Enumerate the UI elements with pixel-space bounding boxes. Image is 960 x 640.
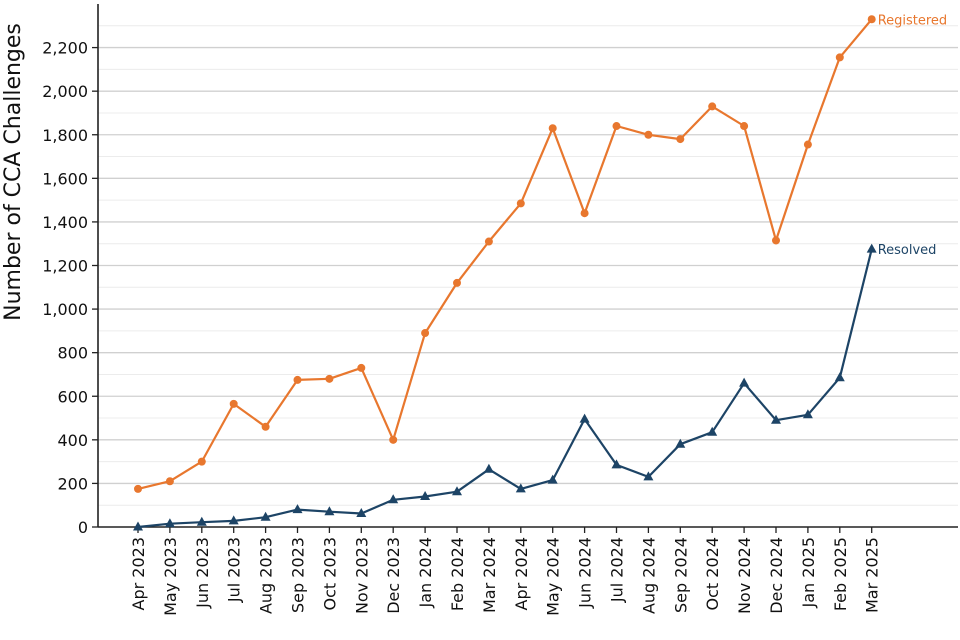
registered-point: [803, 140, 812, 149]
resolved-point: [228, 515, 239, 525]
resolved-point: [834, 372, 845, 382]
y-tick-label: 1,400: [42, 213, 88, 232]
resolved-point: [579, 413, 590, 423]
registered-point: [261, 422, 270, 431]
resolved-point: [866, 243, 877, 253]
y-tick-label: 800: [57, 344, 88, 363]
resolved-point: [452, 486, 462, 496]
x-tick-label: Sep 2023: [289, 537, 308, 613]
resolved-point: [292, 504, 303, 514]
series-registered: Registered: [134, 13, 947, 493]
registered-point: [612, 122, 621, 131]
y-tick-label: 0: [78, 518, 88, 537]
resolved-point: [547, 474, 558, 484]
registered-point: [165, 477, 174, 486]
x-tick-label: Jan 2024: [416, 537, 435, 608]
x-tick-label: Dec 2024: [767, 537, 786, 614]
x-tick-label: Oct 2023: [320, 537, 339, 610]
y-tick-label: 200: [57, 474, 88, 493]
x-tick-label: Apr 2023: [129, 537, 148, 610]
y-tick-label: 1,600: [42, 169, 88, 188]
resolved-point: [675, 438, 686, 448]
registered-point: [740, 122, 749, 131]
y-tick-label: 600: [57, 387, 88, 406]
registered-point: [453, 278, 461, 287]
resolved-point: [196, 516, 207, 526]
y-tick-label: 2,200: [42, 39, 88, 58]
x-tick-label: Mar 2025: [863, 537, 882, 613]
x-tick-label: Jan 2025: [799, 537, 818, 608]
resolved-point: [324, 506, 335, 516]
series: Registered Resolved: [133, 13, 947, 531]
resolved-point: [611, 459, 622, 469]
resolved-point: [802, 409, 813, 419]
x-tick-label: Jul 2023: [225, 537, 244, 603]
registered-point: [421, 329, 430, 338]
x-axis-ticks: Apr 2023 May 2023 Jun 2023 Jul 2023 Aug 2023…: [129, 527, 882, 616]
x-tick-label: Aug 2024: [639, 537, 658, 614]
x-tick-label: Jun 2024: [576, 537, 595, 609]
registered-point: [580, 209, 589, 218]
x-tick-label: Apr 2024: [512, 537, 531, 610]
x-tick-label: May 2023: [161, 537, 180, 616]
registered-line: [137, 18, 873, 490]
registered-point: [293, 375, 302, 384]
x-tick-label: Jun 2023: [193, 537, 212, 609]
resolved-point: [707, 426, 718, 436]
resolved-point: [771, 414, 781, 424]
registered-point: [229, 399, 238, 408]
x-tick-label: Feb 2025: [831, 537, 850, 611]
x-tick-label: Feb 2024: [448, 537, 467, 611]
x-tick-label: Mar 2024: [480, 537, 499, 613]
y-tick-label: 1,800: [42, 126, 88, 145]
registered-point: [484, 237, 493, 246]
registered-point: [708, 102, 717, 111]
resolved-point: [515, 483, 526, 493]
resolved-point: [739, 377, 750, 387]
resolved-point: [260, 511, 271, 521]
x-tick-label: Sep 2024: [671, 537, 690, 613]
resolved-point: [164, 518, 175, 528]
resolved-line: [137, 248, 873, 529]
registered-point: [835, 53, 844, 62]
x-tick-label: Jul 2024: [608, 537, 627, 603]
registered-series-label: Registered: [878, 13, 948, 28]
registered-point: [357, 363, 366, 372]
x-tick-label: Oct 2024: [703, 537, 722, 610]
x-tick-label: Aug 2023: [257, 537, 276, 614]
registered-point: [389, 435, 398, 444]
x-tick-label: May 2024: [544, 537, 563, 616]
resolved-point: [388, 494, 399, 504]
resolved-point: [133, 521, 143, 531]
y-tick-label: 400: [57, 431, 88, 450]
resolved-point: [420, 490, 431, 500]
registered-point: [772, 236, 780, 245]
registered-point: [867, 15, 876, 24]
x-tick-label: Nov 2023: [352, 537, 371, 614]
y-tick-label: 1,200: [42, 257, 88, 276]
y-tick-label: 1,000: [42, 300, 88, 319]
y-axis-ticks: 0 200 400 600 800 1,000 1,200 1,400 1,600 1,800 2,…: [42, 39, 98, 537]
registered-point: [644, 130, 653, 139]
resolved-point: [483, 463, 494, 473]
y-axis-label: Number of CCA Challenges: [1, 23, 26, 321]
registered-point: [516, 199, 525, 208]
resolved-point: [643, 471, 654, 481]
registered-point: [134, 484, 142, 493]
x-tick-label: Dec 2023: [384, 537, 403, 614]
resolved-series-label: Resolved: [878, 243, 937, 258]
x-tick-label: Nov 2024: [735, 537, 754, 614]
y-tick-label: 2,000: [42, 82, 88, 101]
registered-point: [548, 124, 557, 133]
registered-point: [197, 457, 206, 466]
registered-point: [325, 374, 334, 383]
series-resolved: Resolved: [133, 243, 937, 531]
resolved-point: [356, 507, 367, 517]
gridlines: [98, 25, 958, 506]
registered-point: [676, 135, 685, 144]
